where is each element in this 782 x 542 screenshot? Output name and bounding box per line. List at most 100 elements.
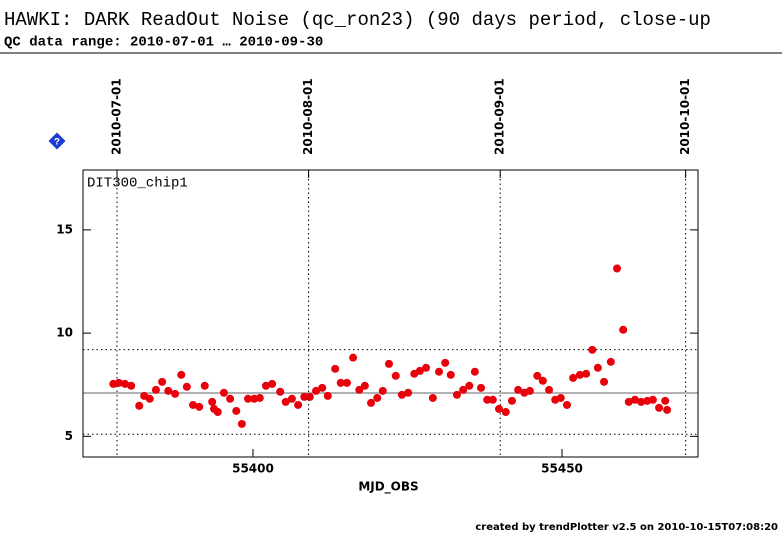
data-point [373,393,382,402]
data-point [294,400,303,409]
data-point [663,405,672,414]
data-point [397,390,406,399]
data-point [446,370,455,379]
plot-frame [82,169,699,458]
x2-tick-label: 2010-10-01 [678,78,692,155]
data-point [384,359,393,368]
y-tick-label: 10 [56,326,73,340]
data-point [435,367,444,376]
chart-title: HAWKI: DARK ReadOut Noise (qc_ron23) (90… [4,9,711,31]
data-point [342,378,351,387]
x2-tick-label: 2010-07-01 [109,78,123,155]
help-icon[interactable]: ? [48,132,66,150]
data-point [158,377,167,386]
data-point [525,386,534,395]
data-point [465,381,474,390]
data-point [268,379,277,388]
data-point [514,385,523,394]
data-point [637,397,646,406]
data-point [613,264,622,273]
data-point [619,325,628,334]
x2-tick-label: 2010-09-01 [493,78,507,155]
data-point [483,395,492,404]
data-point [507,396,516,405]
data-point [164,386,173,395]
panel-label: DIT300_chip1 [87,176,188,192]
data-point [232,406,241,415]
data-point [114,378,123,387]
footer: created by trendPlotter v2.5 on 2010-10-… [475,522,778,533]
data-point [404,388,413,397]
data-point [300,392,309,401]
data-point [182,382,191,391]
x-tick-label: 55450 [541,462,583,476]
data-point [121,379,130,388]
data-point [276,387,285,396]
data-point [452,390,461,399]
data-point [538,376,547,385]
data-point [391,371,400,380]
data-point [477,383,486,392]
data-point [545,385,554,394]
data-point [312,386,321,395]
data-point [494,404,503,413]
data-point [281,397,290,406]
x2-tick-label: 2010-08-01 [301,78,315,155]
data-point [582,369,591,378]
data-point [600,377,609,386]
data-point [177,370,186,379]
data-point [422,363,431,372]
data-point [127,381,136,390]
data-point [593,363,602,372]
data-point [562,400,571,409]
data-point [261,381,270,390]
data-point [360,381,369,390]
data-point [428,393,437,402]
data-point [588,345,597,354]
data-point [441,358,450,367]
data-point [661,396,670,405]
data-point [415,366,424,375]
data-point [533,371,542,380]
data-point [255,393,264,402]
data-point [355,385,364,394]
svg-text:?: ? [54,138,60,149]
data-point [378,386,387,395]
data-point [219,388,228,397]
data-point [459,385,468,394]
data-point [470,367,479,376]
x-axis-label: MJD_OBS [358,480,418,495]
data-point [237,419,246,428]
data-point [569,373,578,382]
x-tick-label: 55400 [232,462,274,476]
data-point [624,397,633,406]
data-point [575,370,584,379]
data-point [151,385,160,394]
y-tick-label: 15 [56,222,73,236]
data-point [318,383,327,392]
data-point [200,381,209,390]
data-point [501,407,510,416]
data-point [349,353,358,362]
data-point [195,402,204,411]
data-point [488,395,497,404]
data-point [556,393,565,402]
data-point [305,392,314,401]
data-point [367,398,376,407]
data-point [213,407,222,416]
data-point [189,400,198,409]
data-point [331,364,340,373]
data-point [135,401,144,410]
data-point [648,395,657,404]
data-point [244,394,253,403]
data-point [287,394,296,403]
data-point [655,403,664,412]
data-point [606,357,615,366]
data-point [208,397,217,406]
y-tick-label: 5 [65,429,73,443]
data-point [630,395,639,404]
data-point [226,394,235,403]
data-point [145,394,154,403]
data-point [323,391,332,400]
